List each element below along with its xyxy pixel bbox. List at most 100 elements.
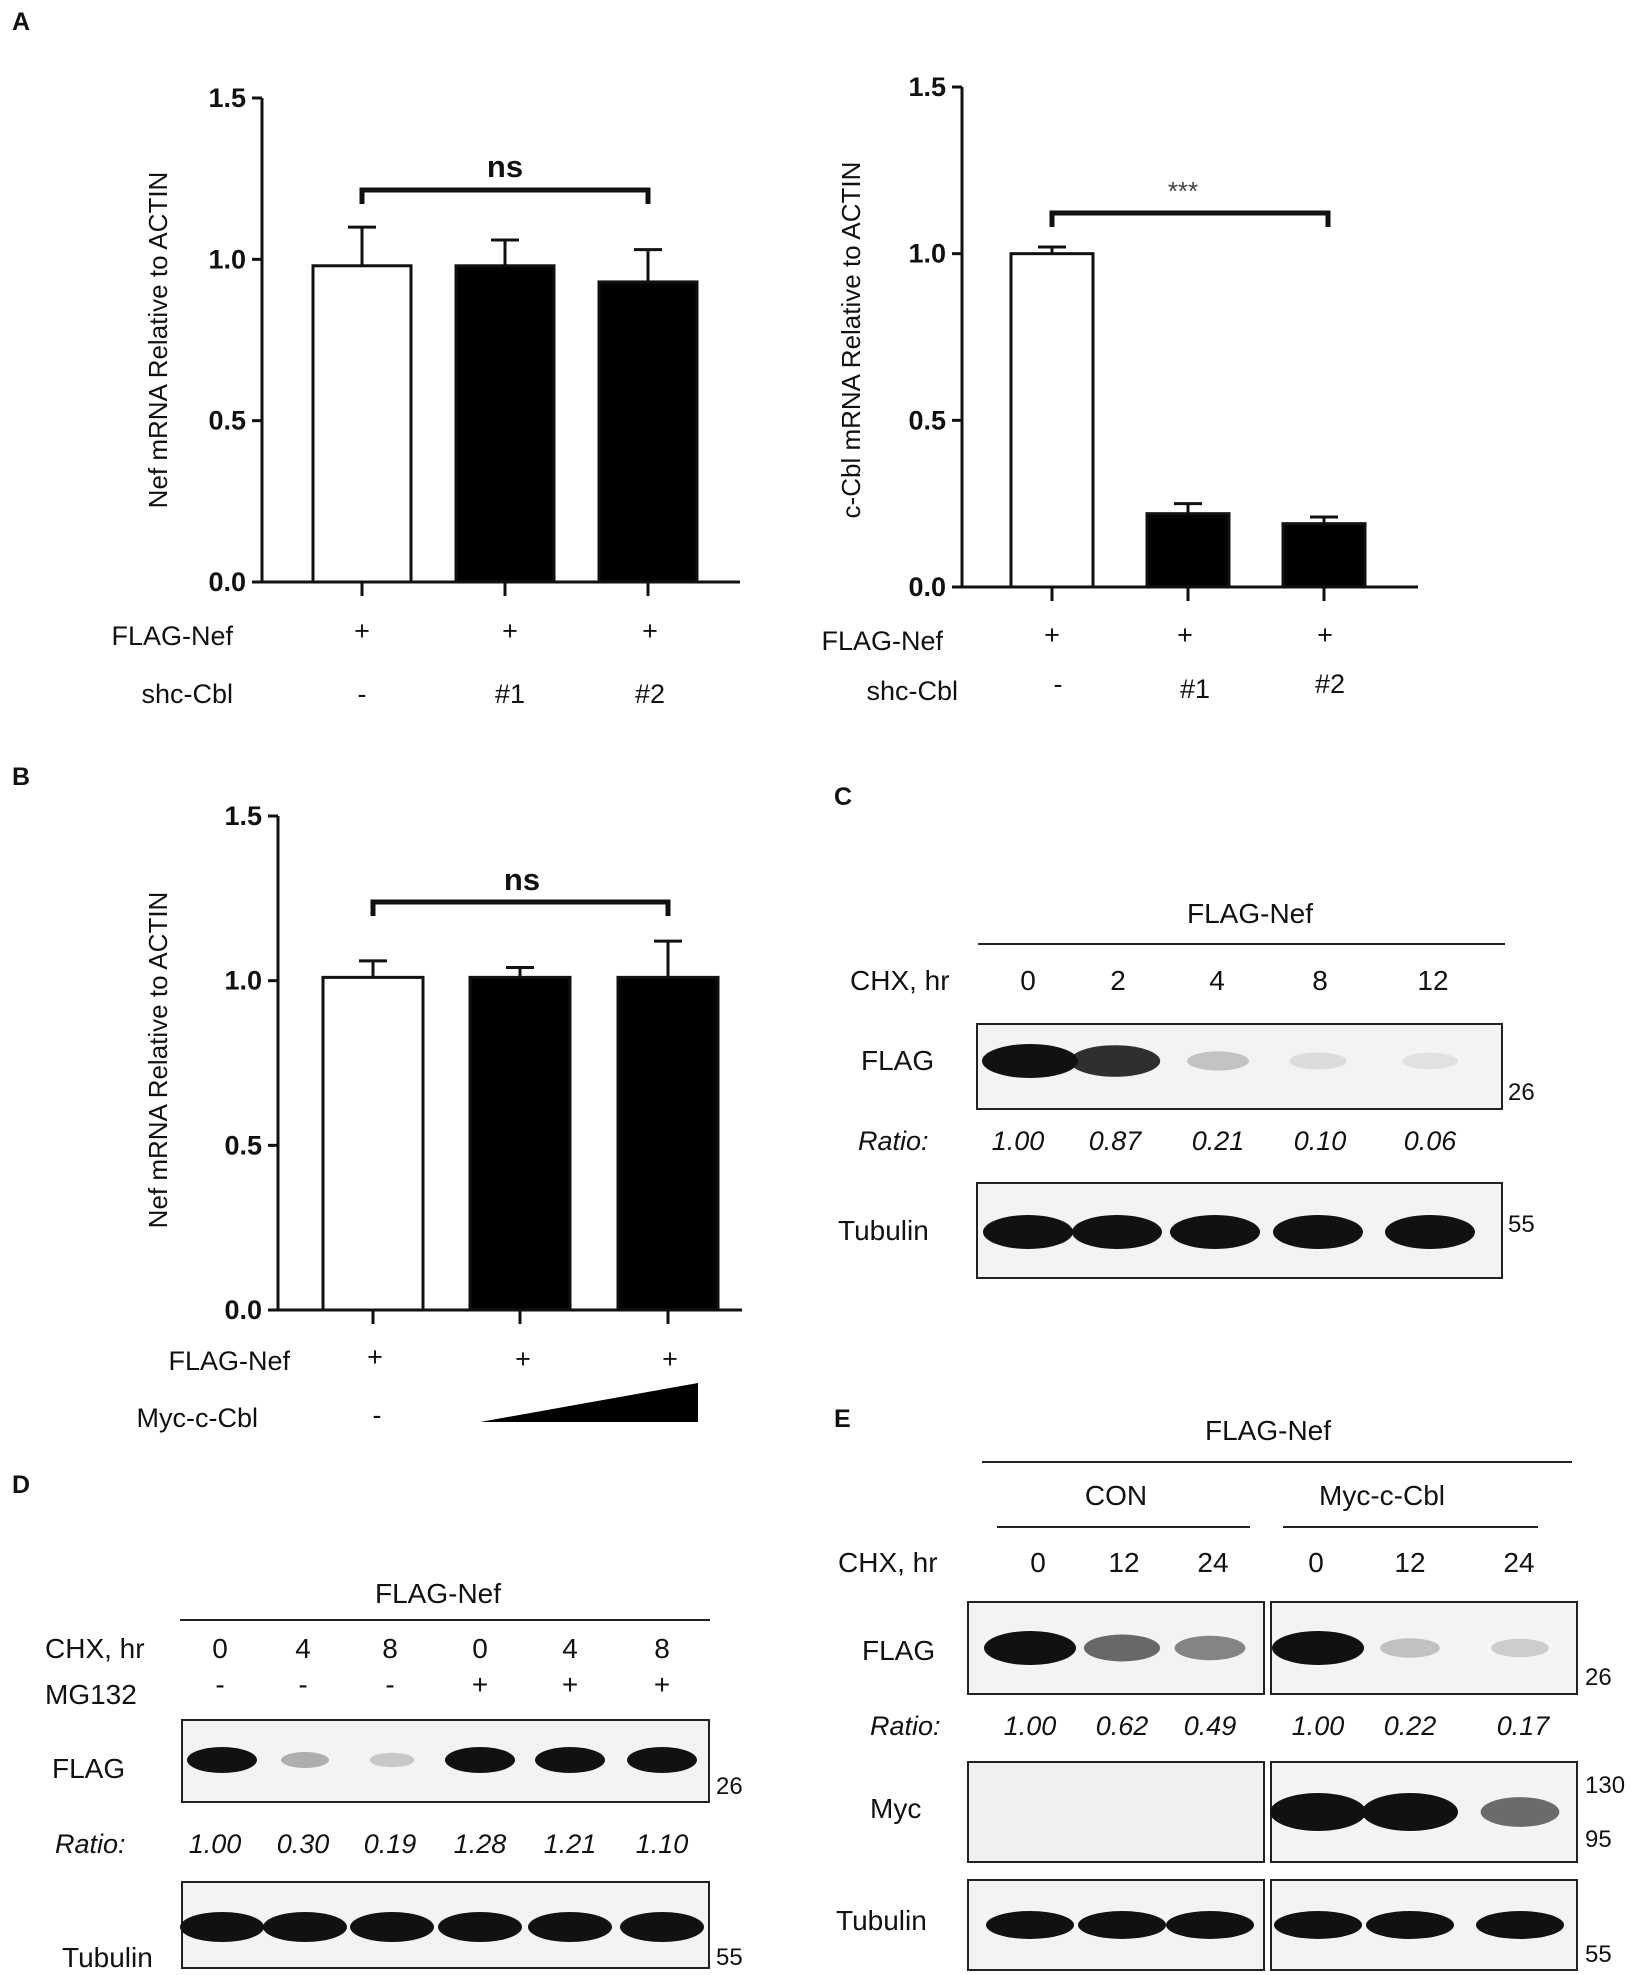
y-tick-label: 0.5 [208,406,246,436]
flag-band [1083,1634,1161,1662]
blot-e-flag-label: FLAG [862,1635,935,1666]
chart-b-cond1-val3: + [662,1344,678,1374]
panel-label-e: E [834,1405,851,1433]
blot-e-group-con: CON [1085,1480,1147,1511]
blot-d-chx-label: CHX, hr [45,1633,145,1664]
blot-d-mg-1: - [298,1669,307,1700]
blot-e-mw-95: 95 [1585,1826,1612,1853]
blot-e-chx-2: 24 [1197,1547,1228,1578]
significance-bracket [1049,210,1331,227]
blot-d-mg-2: - [385,1669,394,1700]
chart-a-left-cond1-label: FLAG-Nef [111,621,233,651]
blot-c-ratio-4: 0.06 [1404,1126,1458,1156]
chart-a-left-cond2-val2: #1 [495,679,525,709]
blot-e-ratio-3: 1.00 [1292,1711,1345,1741]
blot-d-mg-5: + [654,1669,670,1700]
blot-d-chx-0: 0 [212,1633,228,1664]
tubulin-band [986,1911,1074,1939]
myc-band [1480,1797,1560,1827]
dose-gradient-wedge [480,1383,698,1422]
chart-a-right-cond2-val2: #1 [1180,674,1210,704]
tubulin-band [983,1215,1073,1249]
blot-d-chx-1: 4 [295,1633,311,1664]
chart-b-cond1-label: FLAG-Nef [168,1346,290,1376]
blot-d-ratio-2: 0.19 [364,1829,417,1859]
y-tick-label: 0.5 [908,405,946,435]
chart-a-right-cond1-label: FLAG-Nef [821,626,943,656]
bar [311,264,413,584]
blot-e-ratio-2: 0.49 [1184,1711,1237,1741]
flag-band [1272,1631,1364,1665]
blot-d-flag-label: FLAG [52,1753,125,1784]
tubulin-band [1078,1911,1166,1939]
flag-band [1174,1635,1246,1661]
blot-e-chx-5: 24 [1503,1547,1534,1578]
blot-e-ratio-0: 1.00 [1004,1711,1057,1741]
blot-d-ratio-3: 1.28 [454,1829,507,1859]
blot-d-mg-3: + [472,1669,488,1700]
flag-band [1380,1638,1440,1658]
chart-a-left-ylabel: Nef mRNA Relative to ACTIN [143,172,173,509]
flag-band [1491,1638,1549,1658]
myc-band [1270,1793,1366,1831]
chart-a-left-cond2-val1: - [358,679,367,709]
chart-a-right-plot: 0.0 0.5 1.0 1.5 [908,72,1418,602]
panel-label-d: D [12,1471,30,1499]
chart-a-right: c-Cbl mRNA Relative to ACTIN 0.0 0.5 1.0 1.… [821,72,1418,706]
blot-d-header: FLAG-Nef [375,1578,501,1609]
tubulin-band [350,1912,434,1942]
y-tick-label: 1.5 [224,801,262,831]
flag-band [187,1747,257,1773]
blot-e-ratio-4: 0.22 [1384,1711,1437,1741]
blot-c-mw-26: 26 [1508,1079,1535,1106]
blot-d-chx-3: 0 [472,1633,488,1664]
chart-b-ylabel: Nef mRNA Relative to ACTIN [143,892,173,1229]
flag-band [369,1752,415,1768]
bar [321,975,425,1312]
flag-band [1069,1045,1161,1077]
flag-band [627,1747,697,1773]
chart-a-right-cond1-val3: + [1317,620,1333,650]
bar [454,264,556,584]
bar [597,280,699,584]
tubulin-band [1273,1215,1363,1249]
significance-bracket [359,187,651,204]
y-tick-label: 0.0 [208,567,246,597]
blot-c-chx-1: 2 [1110,965,1126,996]
chart-a-left-significance: ns [487,149,523,184]
blot-e-myc-bands [1270,1793,1560,1831]
flag-band [1187,1051,1249,1071]
blot-e-chx-label: CHX, hr [838,1547,938,1578]
blot-e: FLAG-Nef CON Myc-c-Cbl CHX, hr 0 12 24 0… [836,1415,1625,1971]
blot-e-mw-55: 55 [1585,1941,1612,1968]
blot-d: FLAG-Nef CHX, hr MG132 0 4 8 0 4 8 - - -… [45,1578,743,1973]
bar [1009,252,1095,589]
flag-band [982,1044,1078,1078]
chart-a-left: Nef mRNA Relative to ACTIN 0.00.51.01.5 … [111,83,740,709]
blot-c-ratio-label: Ratio: [858,1126,929,1156]
bar [1281,522,1367,589]
flag-band [281,1752,329,1768]
chart-a-right-cond2-label: shc-Cbl [866,676,958,706]
blot-e-mw-26: 26 [1585,1664,1612,1691]
flag-band [1402,1052,1458,1070]
tubulin-band [180,1912,264,1942]
blot-d-tubulin-bands [180,1912,704,1942]
blot-c-chx-0: 0 [1020,965,1036,996]
tubulin-band [1385,1215,1475,1249]
blot-c-ratio-0: 1.00 [992,1126,1045,1156]
blot-c-chx-4: 12 [1417,965,1448,996]
tubulin-band [1274,1911,1362,1939]
y-tick-label: 1.0 [224,966,262,996]
blot-c-mw-55: 55 [1508,1211,1535,1238]
tubulin-band [1366,1911,1454,1939]
blot-d-mw-55: 55 [716,1944,743,1971]
blot-c-chx-2: 4 [1209,965,1225,996]
blot-e-myc-label: Myc [870,1793,921,1824]
blot-d-tubulin-label: Tubulin [62,1942,153,1973]
chart-b-cond1-val2: + [515,1344,531,1374]
chart-a-right-ylabel: c-Cbl mRNA Relative to ACTIN [836,162,866,519]
blot-c: FLAG-Nef CHX, hr 0 2 4 8 12 FLAG 26 Rati… [838,898,1535,1279]
blot-c-flag-label: FLAG [861,1045,934,1076]
blot-e-group-myc: Myc-c-Cbl [1319,1480,1445,1511]
